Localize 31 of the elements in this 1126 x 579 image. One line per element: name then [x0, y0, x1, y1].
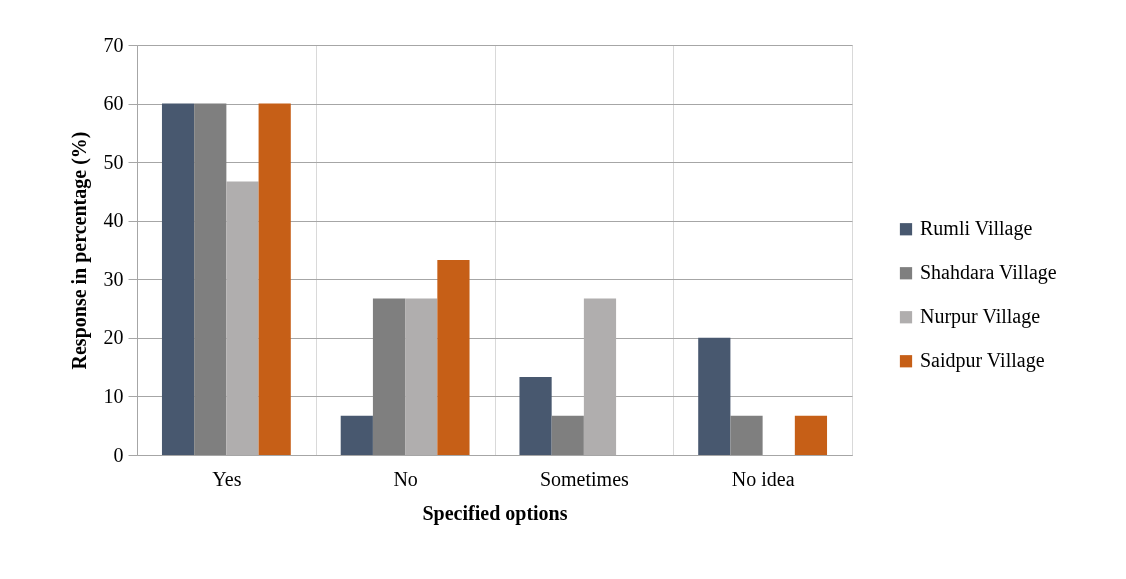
- x-tick-label: Sometimes: [539, 467, 630, 490]
- y-tick-label: 50: [103, 150, 124, 173]
- y-tick-label: 60: [103, 92, 124, 115]
- bar: [405, 298, 438, 455]
- bar: [340, 415, 373, 455]
- bar: [161, 103, 195, 455]
- bar: [194, 103, 227, 455]
- y-tick-label: 0: [113, 443, 124, 466]
- bar: [730, 415, 763, 455]
- bar: [372, 298, 406, 455]
- y-axis-title: Response in percentage (%): [67, 131, 91, 370]
- x-tick-label: No: [393, 467, 418, 490]
- bar: [794, 415, 828, 455]
- y-tick-label: 20: [103, 326, 124, 349]
- legend-label: Rumli Village: [920, 217, 1033, 241]
- bar: [698, 337, 731, 455]
- y-tick-label: 40: [103, 209, 124, 232]
- bar: [551, 415, 584, 455]
- bar: [519, 377, 552, 455]
- y-tick-label: 70: [103, 33, 124, 56]
- x-tick-label: Yes: [212, 467, 242, 490]
- bar: [437, 259, 470, 455]
- x-tick-label: No idea: [731, 467, 795, 490]
- y-tick-label: 30: [103, 267, 124, 290]
- legend-label: Saidpur Village: [920, 349, 1045, 373]
- bar: [258, 103, 291, 455]
- legend-label: Nurpur Village: [920, 305, 1041, 329]
- legend-label: Shahdara Village: [920, 261, 1057, 285]
- bar: [226, 181, 259, 455]
- x-axis-title: Specified options: [422, 501, 568, 525]
- y-tick-label: 10: [103, 384, 124, 407]
